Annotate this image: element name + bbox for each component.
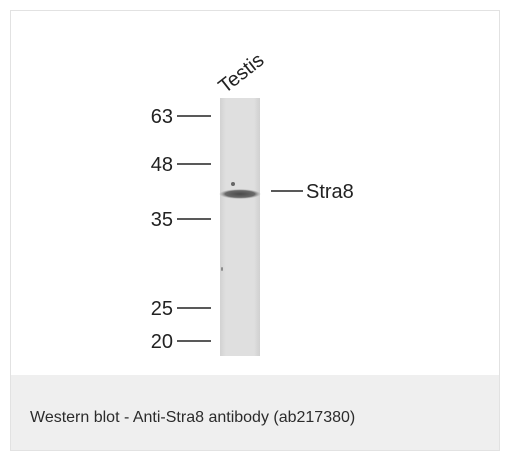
marker-label-35: 35 [151, 209, 173, 231]
lane-label: Testis [215, 49, 269, 98]
marker-label-20: 20 [151, 331, 173, 353]
lane-speck [221, 267, 223, 271]
western-blot-figure: Testis 63 48 35 25 20 Stra8 [11, 11, 499, 375]
marker-label-25: 25 [151, 298, 173, 320]
stra8-band [219, 189, 261, 199]
figure-card: Testis 63 48 35 25 20 Stra8 Western blot… [10, 10, 500, 451]
figure-caption: Western blot - Anti-Stra8 antibody (ab21… [30, 409, 356, 426]
caption-bar: Western blot - Anti-Stra8 antibody (ab21… [11, 375, 499, 450]
marker-label-63: 63 [151, 106, 173, 128]
marker-label-48: 48 [151, 154, 173, 176]
blot-image: Testis 63 48 35 25 20 Stra8 [151, 49, 354, 356]
gel-lane [220, 98, 260, 356]
band-label: Stra8 [306, 181, 354, 203]
band-spot [231, 182, 235, 186]
